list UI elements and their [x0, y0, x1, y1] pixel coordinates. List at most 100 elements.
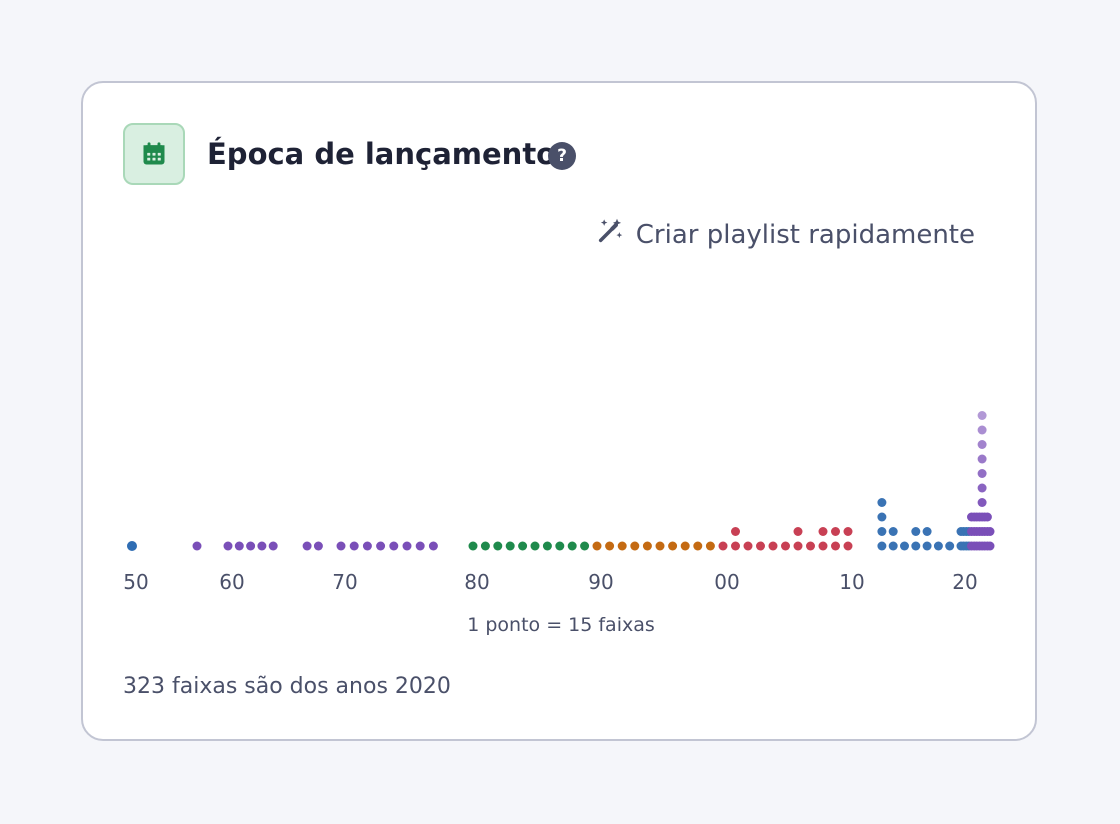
dot-column-1999 — [705, 541, 715, 551]
data-dot — [831, 541, 840, 551]
data-dot — [127, 541, 137, 551]
dot-scale-note: 1 ponto = 15 faixas — [467, 614, 655, 636]
dot-column-1992 — [617, 541, 627, 551]
dot-column-2000 — [718, 541, 728, 551]
data-dot — [977, 469, 987, 478]
data-dot — [630, 541, 640, 551]
data-dot — [843, 541, 853, 551]
help-button[interactable]: ? — [548, 142, 576, 170]
data-dot — [349, 541, 359, 551]
data-dot — [580, 541, 590, 551]
dot-column-2010 — [843, 527, 853, 551]
dot-column-1976 — [415, 541, 425, 551]
dot-column-2013 — [877, 498, 887, 551]
dot-column-1998 — [693, 541, 703, 551]
dot-column-2015 — [900, 541, 909, 551]
release-era-card: Época de lançamento ? Criar playlist rap… — [81, 81, 1037, 741]
data-dot — [900, 541, 909, 551]
dot-column-2009 — [831, 527, 840, 551]
dot-column-1996 — [668, 541, 678, 551]
dot-column-1997 — [680, 541, 690, 551]
data-dot — [806, 541, 815, 551]
data-dot — [415, 541, 425, 551]
data-dot — [731, 541, 740, 551]
data-dot — [982, 512, 992, 522]
data-dot — [234, 541, 244, 551]
x-tick-label: 50 — [123, 570, 148, 594]
data-dot — [592, 541, 602, 551]
data-dot — [888, 527, 898, 536]
dot-column-1960 — [223, 541, 233, 551]
dot-column-1995 — [655, 541, 665, 551]
dot-column-1994 — [642, 541, 652, 551]
x-tick-label: 90 — [588, 570, 613, 594]
data-dot — [257, 541, 267, 551]
data-dot — [605, 541, 615, 551]
x-tick-label: 00 — [714, 570, 739, 594]
data-dot — [843, 527, 853, 536]
dot-column-2005 — [781, 541, 790, 551]
data-dot — [480, 541, 490, 551]
data-dot — [888, 541, 898, 551]
dot-column-2018 — [933, 541, 943, 551]
data-dot — [655, 541, 665, 551]
dot-column-1973 — [376, 541, 386, 551]
dot-column-2017 — [922, 527, 932, 551]
data-dot — [567, 541, 577, 551]
dot-column-2019 — [945, 541, 955, 551]
dot-column-1958 — [192, 541, 202, 551]
dot-column-2031 — [985, 527, 995, 551]
question-icon: ? — [557, 146, 567, 166]
dot-column-1968 — [313, 541, 323, 551]
data-dot — [756, 541, 765, 551]
data-dot — [718, 541, 728, 551]
x-tick-label: 80 — [464, 570, 489, 594]
dot-column-1981 — [480, 541, 490, 551]
data-dot — [555, 541, 565, 551]
release-era-dot-chart: 50 60 70 80 90 00 10 20 — [123, 411, 995, 594]
dot-column-1975 — [402, 541, 412, 551]
data-dot — [376, 541, 386, 551]
data-dot — [977, 454, 987, 464]
data-dot — [268, 541, 278, 551]
data-dot — [911, 527, 921, 536]
dot-column-1977 — [428, 541, 438, 551]
x-tick-label: 20 — [952, 570, 977, 594]
dot-column-1967 — [302, 541, 312, 551]
dot-column-2001 — [731, 527, 740, 551]
data-dot — [985, 527, 995, 536]
data-dot — [530, 541, 540, 551]
data-dot — [818, 527, 828, 536]
data-dot — [336, 541, 346, 551]
quick-playlist-label: Criar playlist rapidamente — [635, 219, 975, 250]
data-dot — [468, 541, 478, 551]
data-dot — [705, 541, 715, 551]
data-dot — [985, 541, 995, 551]
dot-column-1991 — [605, 541, 615, 551]
data-dot — [877, 527, 887, 536]
data-dot — [922, 541, 932, 551]
data-dot — [518, 541, 528, 551]
dot-column-1950 — [127, 541, 137, 551]
data-dot — [781, 541, 790, 551]
dot-column-2016 — [911, 527, 921, 551]
dot-column-1972 — [362, 541, 372, 551]
data-dot — [768, 541, 778, 551]
data-dot — [668, 541, 678, 551]
dot-column-1993 — [630, 541, 640, 551]
data-dot — [302, 541, 312, 551]
dot-column-1974 — [389, 541, 399, 551]
dot-column-1986 — [542, 541, 552, 551]
data-dot — [877, 512, 887, 522]
dot-column-1989 — [580, 541, 590, 551]
calendar-icon — [123, 123, 185, 185]
quick-playlist-button[interactable]: Criar playlist rapidamente — [596, 217, 975, 252]
data-dot — [693, 541, 703, 551]
x-tick-label: 60 — [219, 570, 244, 594]
data-dot — [192, 541, 202, 551]
dot-column-2004 — [768, 541, 778, 551]
data-dot — [402, 541, 412, 551]
data-dot — [977, 425, 987, 435]
data-dot — [977, 483, 987, 493]
data-dot — [911, 541, 921, 551]
